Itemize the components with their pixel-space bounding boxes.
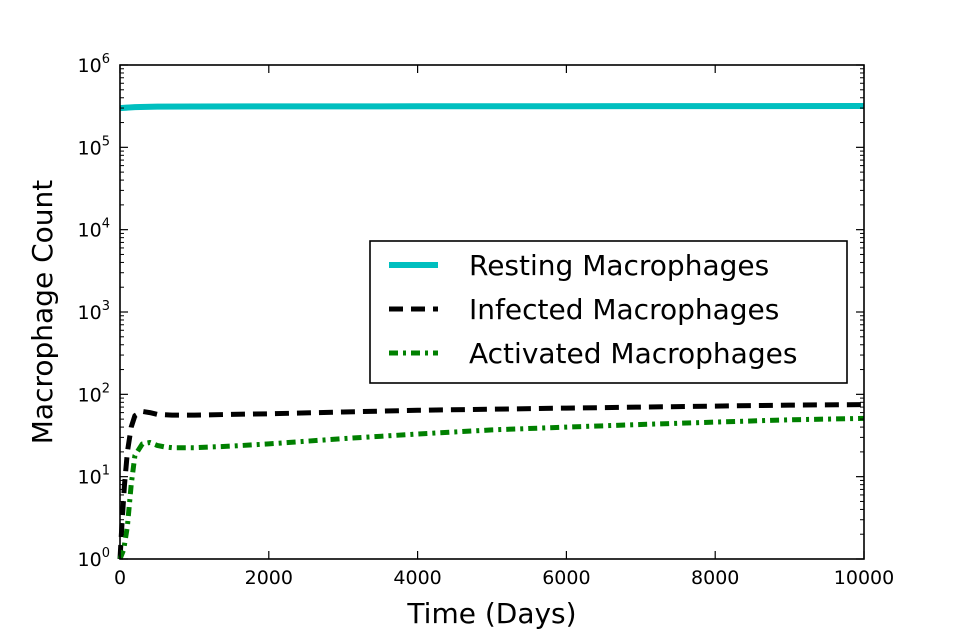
series-line-0 (119, 103, 865, 112)
y-tick-label: 101 (78, 464, 110, 489)
series-line-1 (117, 402, 865, 560)
x-tick-label: 10000 (834, 567, 894, 589)
y-tick-label: 102 (78, 381, 110, 406)
series-layer (117, 103, 865, 560)
y-tick-label: 106 (78, 52, 110, 77)
y-tick-label: 103 (78, 299, 110, 324)
x-tick-label: 2000 (245, 567, 293, 589)
x-tick-label: 6000 (542, 567, 590, 589)
legend: Resting Macrophages Infected Macrophages A… (369, 240, 848, 384)
legend-label-2: Activated Macrophages (469, 337, 797, 370)
y-tick-label: 100 (78, 546, 110, 571)
x-tick-label: 0 (114, 567, 126, 589)
legend-box (369, 240, 848, 384)
y-axis-label: Macrophage Count (26, 180, 59, 444)
series-line-2 (117, 415, 865, 560)
y-tick-label: 104 (78, 217, 110, 242)
legend-label-0: Resting Macrophages (469, 249, 769, 282)
legend-label-1: Infected Macrophages (469, 293, 779, 326)
x-tick-label: 4000 (393, 567, 441, 589)
x-tick-label: 8000 (691, 567, 739, 589)
x-axis-label: Time (Days) (406, 597, 576, 630)
tick-layer: 0 2000 4000 6000 8000 10000 100 101 102 103 104 105… (78, 52, 895, 589)
y-tick-label: 105 (78, 134, 110, 159)
